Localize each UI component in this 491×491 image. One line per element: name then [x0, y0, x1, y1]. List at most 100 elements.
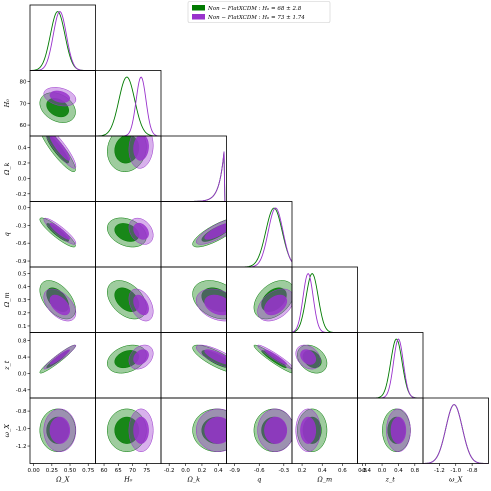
panel-content — [192, 280, 227, 322]
panel-content — [253, 408, 292, 452]
y-tick-label: 0.4 — [18, 146, 27, 152]
panel-1-1 — [95, 70, 162, 137]
y-tick-label: 0.5 — [18, 272, 27, 278]
marginal-curve-3-0 — [226, 207, 292, 267]
panel-0-0 — [29, 4, 96, 71]
panel-5-1 — [95, 332, 162, 399]
panel-frame — [29, 4, 96, 71]
x-axis-label: Ω_m — [316, 476, 332, 484]
contour-6-0-s1-l1 — [49, 416, 71, 444]
panel-3-1 — [95, 201, 162, 268]
contour-4-1-s1-l1 — [133, 294, 149, 316]
marginal-curve-3-1 — [226, 207, 292, 267]
panel-6-5: -0.4 0.0 0.4 0.8 z_t — [357, 397, 424, 484]
y-axis-label: Ω_m — [3, 292, 11, 308]
y-tick-label: -0.3 — [16, 223, 27, 229]
panel-frame — [160, 135, 227, 202]
panel-6-1: 60 65 70 75 H₀ — [95, 397, 162, 484]
x-tick-label: 0.00 — [28, 468, 41, 474]
panel-4-2 — [160, 266, 227, 333]
y-tick-label: 0.2 — [18, 311, 27, 317]
x-tick-label: -1.2 — [434, 468, 445, 474]
y-tick-label: 70 — [20, 101, 27, 107]
panel-content — [226, 207, 292, 267]
x-tick-label: 0.75 — [82, 468, 95, 474]
panel-content — [107, 280, 154, 322]
y-tick-label: -0.4 — [16, 388, 27, 394]
marginal-curve-5-1 — [357, 338, 423, 398]
panel-content — [192, 344, 227, 372]
panel-content — [39, 280, 77, 322]
contour-5-3-s1-l1 — [264, 349, 288, 365]
panel-content — [295, 344, 328, 374]
y-tick-label: 0.0 — [18, 371, 27, 377]
panel-2-1 — [95, 135, 162, 202]
x-tick-label: -0.6 — [254, 468, 265, 474]
contour-3-2-s1-l1 — [204, 223, 227, 240]
marginal-curve-1-0 — [95, 76, 161, 136]
panel-content — [253, 280, 292, 322]
panel-content — [253, 344, 292, 374]
y-tick-label: -0.8 — [16, 409, 27, 415]
panel-frame — [226, 201, 293, 268]
marginal-curve-6-1 — [423, 404, 489, 464]
contour-4-2-s1-l1 — [204, 294, 227, 316]
marginal-curve-4-0 — [292, 273, 358, 333]
contour-4-0-s1-l1 — [49, 294, 71, 316]
x-tick-label: 0.4 — [214, 468, 223, 474]
x-tick-label: 0.50 — [64, 468, 77, 474]
x-axis-label: q — [257, 476, 261, 484]
panel-content — [161, 151, 227, 202]
y-tick-label: 0.0 — [18, 205, 27, 211]
contour-2-0-s1-l1 — [49, 136, 71, 161]
x-tick-label: -0.3 — [278, 468, 289, 474]
x-tick-label: -0.2 — [164, 468, 175, 474]
panel-5-4 — [291, 332, 358, 399]
panel-6-2: -0.2 0.0 0.2 0.4 Ω_k — [160, 397, 227, 484]
contour-6-3-s1-l1 — [264, 416, 288, 444]
contour-4-3-s1-l1 — [264, 294, 288, 316]
y-tick-label: 60 — [20, 123, 27, 129]
x-tick-label: 0.8 — [358, 468, 367, 474]
marginal-curve-5-0 — [357, 338, 423, 398]
legend-box — [187, 1, 331, 23]
panel-3-0: -0.9 -0.6 -0.3 0.0 q — [3, 201, 96, 268]
panel-4-0: 0.1 0.2 0.3 0.4 0.5 Ω_m — [3, 266, 96, 333]
panel-content — [39, 217, 77, 248]
x-tick-label: -0.9 — [229, 468, 240, 474]
y-tick-label: 0.8 — [18, 339, 27, 345]
marginal-curve-0-1 — [30, 11, 96, 71]
y-tick-label: -0.6 — [16, 241, 27, 247]
x-axis-label: Ω_k — [186, 476, 200, 484]
contour-6-1-s1-l1 — [133, 416, 149, 444]
legend-label-0: Non − FlatXCDM : H₀ = 68 ± 2.8 — [207, 6, 302, 12]
y-axis-label: Ω_k — [3, 162, 11, 176]
x-tick-label: 0.4 — [394, 468, 403, 474]
contour-1-0-s1-l1 — [49, 90, 71, 103]
contour-5-1-s0-l1 — [114, 350, 140, 369]
panel-5-5 — [357, 332, 424, 399]
panel-content — [192, 219, 227, 248]
panel-content — [192, 408, 227, 452]
x-tick-label: 75 — [143, 468, 150, 474]
x-tick-label: -0.4 — [360, 468, 371, 474]
panel-5-0: -0.4 0.0 0.4 0.8 z_t — [3, 332, 96, 399]
panel-content — [107, 344, 154, 374]
y-tick-label: 0.4 — [18, 355, 27, 361]
y-tick-label: -1.0 — [16, 427, 27, 433]
panel-4-1 — [95, 266, 162, 333]
contour-5-1-s1-l1 — [133, 349, 149, 365]
x-tick-label: 0.4 — [318, 468, 327, 474]
panel-frame — [291, 266, 358, 333]
contour-3-1-s0-l1 — [114, 223, 140, 242]
panel-5-2 — [160, 332, 227, 399]
panel-6-0: 0.00 0.25 0.50 0.75 Ω_X -1.2 -1.0 -0.8 ω_X — [3, 397, 96, 484]
legend-label-1: Non − FlatXCDM : H₀ = 73 ± 1.74 — [207, 15, 305, 21]
y-tick-label: 0.4 — [18, 285, 27, 291]
x-axis-label: ω_X — [449, 476, 463, 484]
panel-1-0: 60 70 80 H₀ — [3, 70, 96, 137]
panel-content — [107, 408, 154, 452]
x-axis-label: H₀ — [123, 476, 133, 484]
marginal-curve-4-1 — [292, 273, 358, 333]
